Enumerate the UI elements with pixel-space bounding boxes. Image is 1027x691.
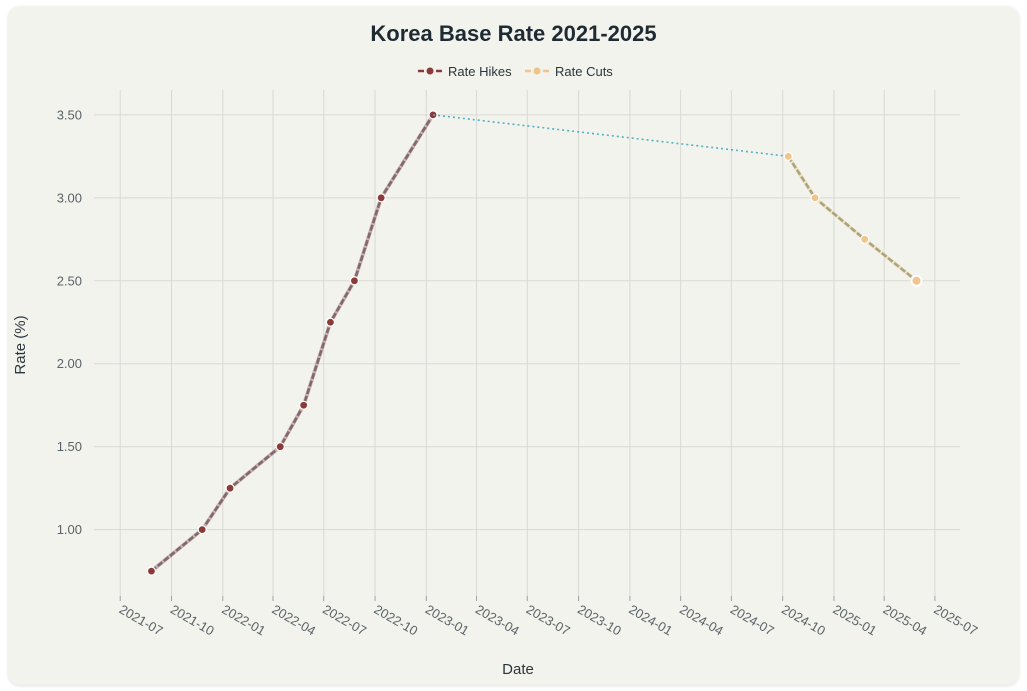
x-axis-label: Date	[502, 661, 534, 678]
data-point-cuts[interactable]	[910, 274, 923, 287]
legend: Rate Hikes Rate Cuts	[418, 64, 613, 79]
series-hikes-line	[150, 114, 435, 573]
data-point-hikes[interactable]	[299, 400, 309, 410]
data-point-hikes[interactable]	[225, 483, 235, 493]
data-point-hikes[interactable]	[349, 276, 360, 286]
series-cuts-underlay	[786, 155, 918, 283]
y-tick-label: 1.50	[57, 439, 82, 454]
series-cuts-line	[787, 155, 918, 282]
chart-card: Korea Base Rate 2021-2025	[8, 6, 1019, 685]
data-point-hikes[interactable]	[325, 317, 336, 327]
legend-hikes-label: Rate Hikes	[448, 64, 512, 79]
x-tick-label: 2022-04	[269, 602, 318, 639]
grid	[94, 90, 960, 596]
x-ticks: 2021-07 2021-10 2022-01 2022-04 2022-07 2022-…	[117, 596, 980, 639]
legend-cuts-label: Rate Cuts	[555, 64, 613, 79]
x-tick-label: 2024-01	[626, 602, 675, 639]
y-axis-label: Rate (%)	[12, 315, 29, 374]
y-tick-label: 1.00	[57, 522, 82, 537]
x-tick-label: 2021-07	[117, 602, 166, 639]
x-tick-label: 2022-10	[372, 602, 421, 639]
data-point-cuts[interactable]	[783, 151, 793, 161]
data-point-hikes[interactable]	[146, 566, 157, 576]
series-hikes	[146, 110, 438, 576]
x-tick-label: 2022-07	[320, 602, 369, 639]
data-point-hikes[interactable]	[376, 193, 386, 203]
y-tick-label: 3.00	[57, 190, 82, 205]
series-layer	[146, 110, 923, 576]
legend-hikes-marker	[425, 66, 435, 76]
data-point-hikes[interactable]	[197, 525, 207, 535]
legend-cuts-marker	[532, 66, 542, 76]
legend-item-hikes[interactable]: Rate Hikes	[418, 64, 512, 79]
x-tick-label: 2025-01	[830, 602, 879, 639]
data-point-hikes[interactable]	[275, 442, 285, 452]
data-point-cuts[interactable]	[860, 234, 870, 244]
x-tick-label: 2023-07	[524, 602, 573, 639]
x-tick-label: 2025-04	[881, 602, 930, 639]
x-tick-label: 2023-01	[423, 602, 472, 639]
x-tick-label: 2022-01	[219, 602, 268, 639]
series-cuts	[783, 151, 923, 287]
x-tick-label: 2025-07	[931, 602, 980, 639]
x-tick-label: 2023-04	[473, 602, 522, 639]
x-tick-label: 2024-04	[677, 602, 726, 639]
x-tick-label: 2024-07	[728, 602, 777, 639]
y-ticks: 1.00 1.50 2.00 2.50 3.00 3.50	[57, 107, 82, 537]
y-tick-label: 3.50	[57, 107, 82, 122]
data-point-cuts[interactable]	[810, 193, 820, 203]
y-tick-label: 2.00	[57, 356, 82, 371]
legend-item-cuts[interactable]: Rate Cuts	[525, 64, 613, 79]
y-tick-label: 2.50	[57, 273, 82, 288]
series-bridge-line	[432, 114, 789, 158]
x-tick-label: 2021-10	[168, 602, 217, 639]
x-tick-label: 2023-10	[575, 602, 624, 639]
series-bridge	[432, 114, 789, 158]
x-tick-label: 2024-10	[779, 602, 828, 639]
chart-title: Korea Base Rate 2021-2025	[370, 21, 657, 46]
